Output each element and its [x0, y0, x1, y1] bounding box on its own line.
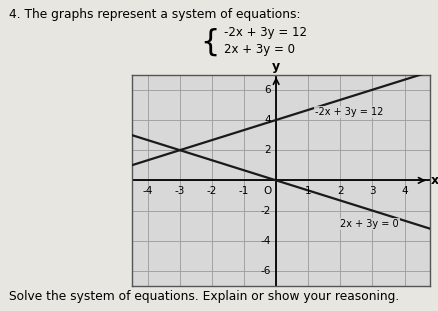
Text: 4: 4 — [400, 186, 407, 196]
Text: x: x — [430, 174, 438, 187]
Text: 3: 3 — [368, 186, 375, 196]
Text: -6: -6 — [260, 266, 271, 276]
Text: 2: 2 — [336, 186, 343, 196]
Text: O: O — [262, 186, 271, 196]
Text: {: { — [200, 27, 219, 57]
Text: 2x + 3y = 0: 2x + 3y = 0 — [223, 43, 294, 56]
Text: -2x + 3y = 12: -2x + 3y = 12 — [223, 26, 306, 39]
Text: -3: -3 — [174, 186, 184, 196]
Text: Solve the system of equations. Explain or show your reasoning.: Solve the system of equations. Explain o… — [9, 290, 398, 303]
Text: -2: -2 — [260, 206, 271, 216]
Text: -2x + 3y = 12: -2x + 3y = 12 — [314, 107, 382, 118]
Text: 2: 2 — [264, 145, 271, 155]
Text: -4: -4 — [260, 236, 271, 246]
Text: -1: -1 — [238, 186, 249, 196]
Text: 1: 1 — [304, 186, 311, 196]
Text: -4: -4 — [142, 186, 152, 196]
Text: 4. The graphs represent a system of equations:: 4. The graphs represent a system of equa… — [9, 8, 300, 21]
Text: 2x + 3y = 0: 2x + 3y = 0 — [339, 219, 398, 229]
Text: -2: -2 — [206, 186, 217, 196]
Text: 4: 4 — [264, 115, 271, 125]
Text: 6: 6 — [264, 85, 271, 95]
Text: y: y — [272, 60, 279, 73]
